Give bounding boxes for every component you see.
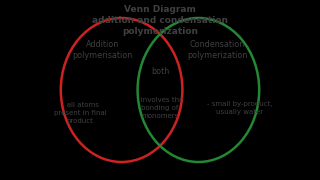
Text: Addition
polymerisation: Addition polymerisation [72, 40, 132, 60]
Text: Venn Diagram
addition and condensation
polymerization: Venn Diagram addition and condensation p… [92, 5, 228, 36]
Text: - small by-product,
usually water: - small by-product, usually water [207, 101, 273, 115]
Text: - involves the
bonding of
monomers: - involves the bonding of monomers [136, 97, 184, 119]
Text: Condensation
polymerization: Condensation polymerization [188, 40, 248, 60]
Text: both: both [151, 68, 169, 76]
Text: - all atoms
present in final
product: - all atoms present in final product [54, 102, 106, 124]
